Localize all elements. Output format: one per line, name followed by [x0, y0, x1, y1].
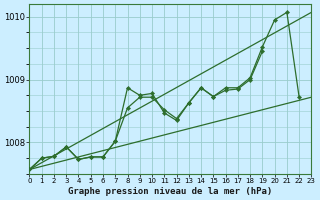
X-axis label: Graphe pression niveau de la mer (hPa): Graphe pression niveau de la mer (hPa): [68, 187, 273, 196]
